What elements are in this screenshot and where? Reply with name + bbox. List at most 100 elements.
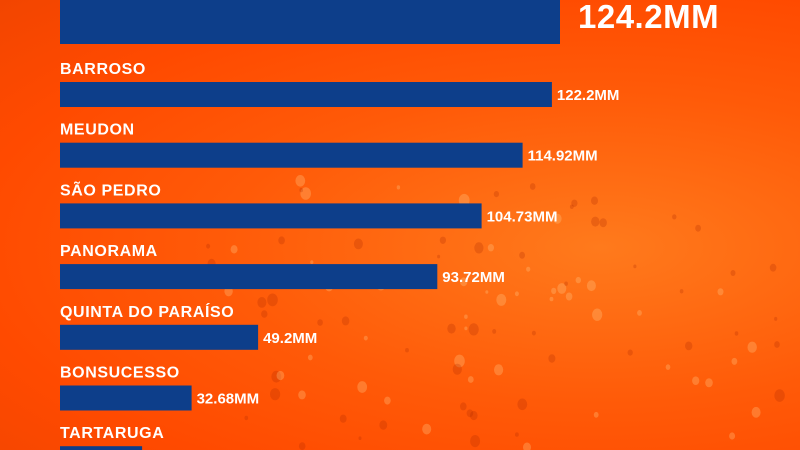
rain-drop — [494, 364, 504, 376]
rain-drop — [257, 297, 267, 308]
rain-drop — [575, 276, 581, 284]
rain-drop — [493, 191, 499, 198]
rain-drop — [665, 364, 671, 370]
rain-drop — [295, 175, 306, 187]
rain-drop — [565, 292, 573, 301]
rain-drop — [276, 370, 285, 381]
rain-drop — [591, 216, 600, 227]
rain-drop — [730, 270, 736, 276]
rain-drop — [492, 329, 497, 334]
rain-drop — [529, 183, 536, 190]
rain-drop — [244, 415, 249, 421]
value-label: 124.2MM — [578, 0, 719, 35]
rain-drop — [569, 204, 574, 209]
rain-drop — [452, 363, 462, 375]
rain-drop — [514, 291, 519, 297]
rain-drop — [769, 263, 777, 272]
bar — [60, 82, 552, 107]
value-label: 32.68MM — [197, 391, 260, 408]
rain-drop — [271, 370, 282, 383]
rain-drop — [298, 390, 306, 400]
rain-drop — [405, 348, 409, 353]
rain-drop — [553, 213, 562, 224]
rain-drop — [564, 281, 568, 286]
rain-drop — [685, 341, 693, 351]
value-label: 114.92MM — [528, 148, 598, 165]
rain-drop — [692, 376, 700, 386]
rain-drop — [548, 354, 556, 363]
rain-drop — [679, 289, 684, 294]
rain-drop — [307, 354, 313, 361]
rain-drop — [300, 187, 312, 200]
rain-drop — [278, 236, 285, 245]
rain-drop — [357, 381, 368, 393]
rain-drop — [549, 296, 554, 302]
value-label: 93.72MM — [442, 269, 505, 286]
bar — [60, 142, 523, 168]
rain-drop — [593, 411, 599, 418]
rain-drop — [599, 218, 607, 228]
rain-drop — [230, 245, 238, 254]
rain-drop — [592, 308, 603, 321]
bar — [60, 0, 560, 44]
bar — [60, 324, 259, 350]
rain-drop — [734, 331, 739, 336]
rain-drop — [363, 335, 368, 341]
bar — [60, 446, 143, 450]
rain-drop — [439, 236, 446, 244]
bar — [60, 264, 438, 290]
rain-drop — [523, 442, 531, 450]
rain-drop — [774, 316, 778, 321]
rain-drop — [774, 389, 785, 402]
rain-drop — [586, 280, 596, 292]
rain-drop — [470, 435, 481, 448]
rain-drop — [637, 310, 642, 316]
category-label: BONSUCESSO — [60, 365, 180, 382]
rain-drop — [422, 423, 432, 435]
rain-drop — [267, 293, 278, 307]
rain-drop — [299, 187, 304, 193]
rain-drop — [731, 357, 738, 365]
category-label: MEUDON — [60, 122, 135, 139]
rain-drop — [460, 402, 467, 411]
rain-drop — [571, 199, 578, 207]
rain-drop — [298, 442, 306, 450]
value-label: 122.2MM — [557, 87, 620, 104]
rain-drop — [358, 436, 362, 441]
rain-drop — [705, 378, 713, 388]
rain-drop — [270, 388, 281, 401]
category-label: TARTARUGA — [60, 425, 164, 442]
rain-drop — [496, 293, 507, 306]
rain-drop — [695, 224, 701, 232]
category-label: BARROSO — [60, 61, 146, 78]
rain-drop — [206, 243, 211, 249]
rain-drop — [353, 238, 363, 250]
rain-drop — [717, 288, 724, 296]
category-label: QUINTA DO PARAÍSO — [60, 302, 234, 321]
rain-drop — [341, 316, 350, 326]
rain-drop — [447, 323, 456, 334]
rain-drop — [261, 310, 268, 318]
rain-drop — [747, 341, 757, 353]
rain-drop — [557, 283, 567, 294]
rain-drop — [339, 414, 347, 423]
rain-drop — [531, 330, 536, 336]
rain-drop — [526, 266, 531, 272]
rain-drop — [517, 398, 528, 411]
rain-drop — [551, 287, 557, 295]
rain-drop — [591, 196, 598, 205]
rain-drop — [729, 432, 736, 440]
rain-drop — [633, 264, 637, 269]
rain-drop — [515, 432, 519, 437]
rain-drop — [519, 251, 525, 259]
rain-drop — [751, 406, 761, 418]
rain-drop — [464, 314, 468, 319]
rain-drop — [774, 341, 780, 348]
value-label: 104.73MM — [487, 208, 558, 225]
rain-drop — [317, 319, 323, 326]
rain-drop — [437, 254, 441, 259]
rain-drop — [196, 307, 204, 316]
rain-drop — [379, 420, 388, 430]
bar — [60, 203, 482, 229]
